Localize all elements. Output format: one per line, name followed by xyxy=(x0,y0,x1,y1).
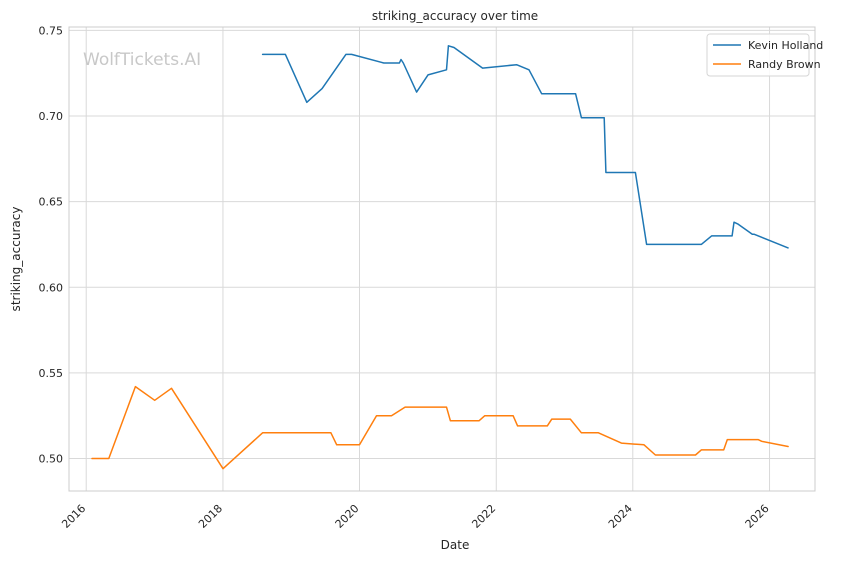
y-axis-label: striking_accuracy xyxy=(9,207,23,312)
y-tick-label: 0.70 xyxy=(39,110,64,123)
chart-title: striking_accuracy over time xyxy=(372,9,538,23)
y-tick-label: 0.55 xyxy=(39,367,64,380)
watermark: WolfTickets.AI xyxy=(83,50,201,70)
y-tick-label: 0.50 xyxy=(39,452,64,465)
plot-frame xyxy=(68,26,816,492)
legend-label-kevin-holland: Kevin Holland xyxy=(748,39,823,52)
series-line-kevin-holland xyxy=(261,45,789,249)
legend: Kevin Holland Randy Brown xyxy=(706,33,823,77)
x-axis-label: Date xyxy=(441,538,470,552)
y-tick-label: 0.75 xyxy=(39,24,64,37)
series-line-randy-brown xyxy=(91,385,789,470)
series-layer xyxy=(91,45,789,470)
y-tick-label: 0.65 xyxy=(39,196,64,209)
y-tick-labels: 0.50 0.55 0.60 0.65 0.70 0.75 xyxy=(39,24,64,465)
grid-layer xyxy=(69,27,815,491)
y-tick-label: 0.60 xyxy=(39,281,64,294)
legend-label-randy-brown: Randy Brown xyxy=(748,58,821,71)
